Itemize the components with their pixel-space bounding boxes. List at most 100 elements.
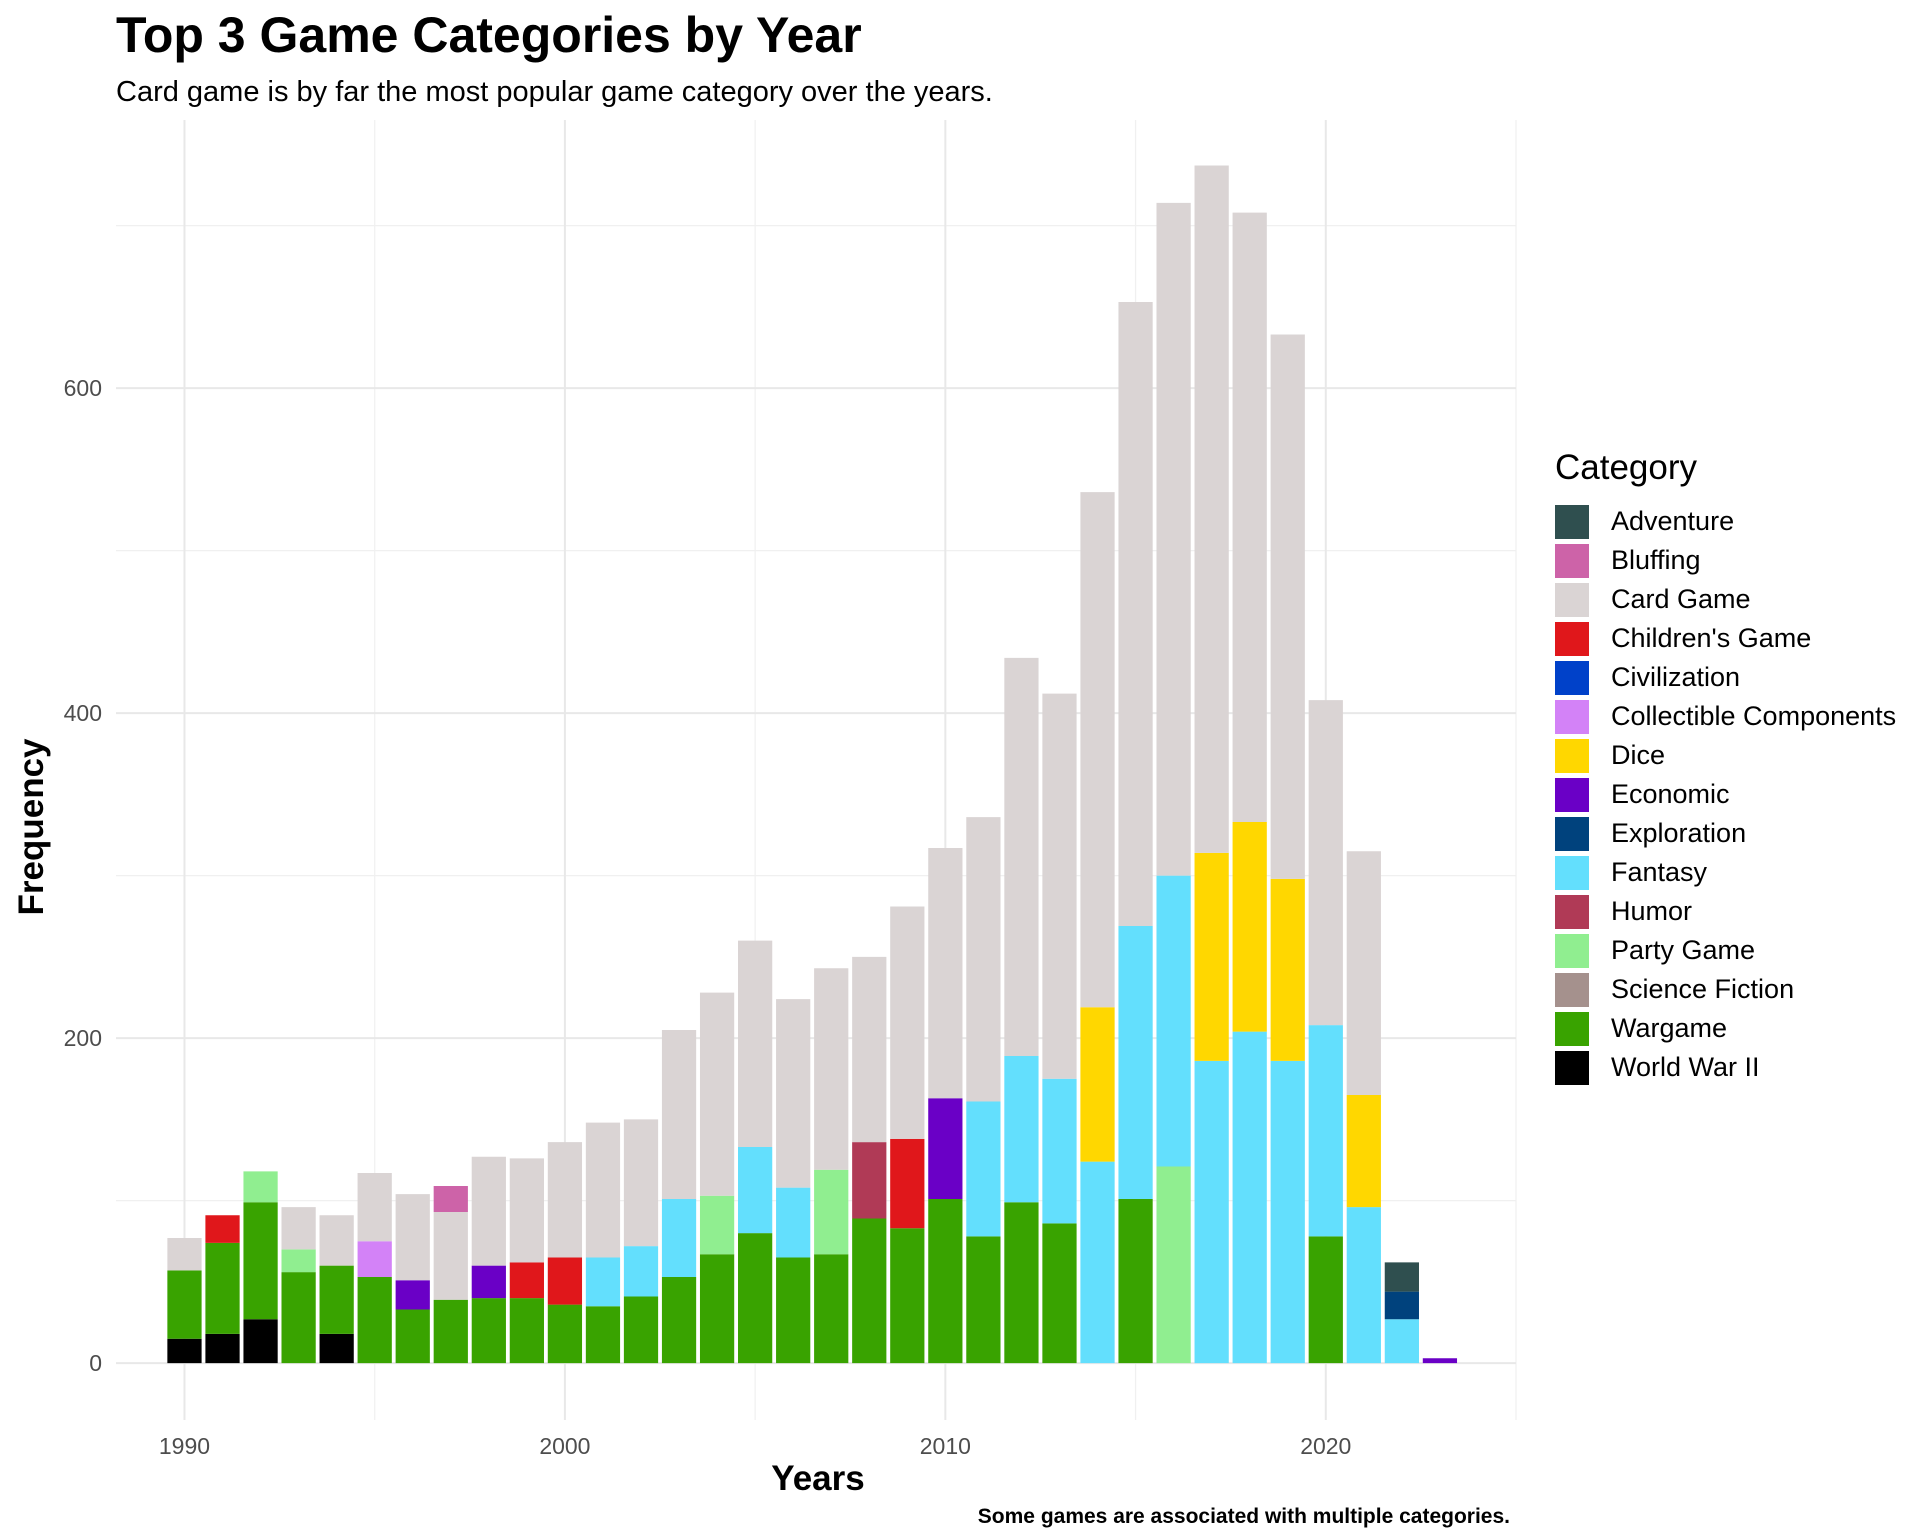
bar-2003 — [661, 1030, 697, 1364]
bar-segment-2010-economic — [928, 1098, 963, 1199]
legend-swatch — [1555, 582, 1589, 617]
legend-label: Adventure — [1611, 506, 1735, 536]
legend-item: Adventure — [1555, 502, 1896, 541]
bar-segment-2013-wargame — [1042, 1223, 1077, 1364]
bar-segment-2012-card-game — [1004, 657, 1039, 1056]
bar-segment-2017-dice — [1194, 852, 1229, 1061]
bar-1995 — [357, 1173, 392, 1364]
legend-swatch — [1555, 543, 1589, 578]
bar-1992 — [243, 1171, 278, 1364]
legend-label: Humor — [1611, 896, 1693, 926]
bar-segment-1994-world-war-ii — [319, 1333, 354, 1364]
legend-swatch — [1555, 699, 1589, 734]
bar-1993 — [281, 1207, 316, 1364]
y-tick-label: 400 — [64, 700, 102, 726]
bar-1998 — [471, 1156, 506, 1364]
bar-segment-2019-card-game — [1270, 334, 1305, 879]
bar-segment-2012-fantasy — [1004, 1056, 1039, 1203]
bar-segment-2003-card-game — [661, 1030, 697, 1199]
bar-2012 — [1004, 657, 1039, 1364]
bar-segment-1996-card-game — [395, 1194, 430, 1281]
bar-2017 — [1194, 165, 1229, 1364]
bar-2022 — [1384, 1262, 1419, 1364]
bar-segment-2014-dice — [1080, 1007, 1115, 1162]
bar-segment-2007-wargame — [814, 1254, 849, 1364]
legend-label: Collectible Components — [1611, 701, 1897, 731]
bar-2015 — [1118, 302, 1153, 1364]
bar-segment-2000-wargame — [547, 1304, 583, 1364]
bar-segment-2007-party-game — [814, 1169, 849, 1255]
bar-segment-1992-party-game — [243, 1171, 278, 1203]
bar-segment-2022-exploration — [1384, 1291, 1419, 1320]
bar-segment-2009-wargame — [890, 1228, 925, 1364]
bar-segment-1994-card-game — [319, 1215, 354, 1266]
legend-swatch — [1555, 777, 1589, 812]
legend-swatch — [1555, 738, 1589, 773]
bar-segment-2011-wargame — [966, 1236, 1001, 1364]
legend-label: World War II — [1611, 1052, 1760, 1082]
bar-segment-2010-card-game — [928, 848, 963, 1099]
bar-segment-2002-card-game — [623, 1119, 659, 1247]
chart-subtitle: Card game is by far the most popular gam… — [116, 76, 993, 108]
legend-label: Bluffing — [1611, 545, 1701, 575]
legend-label: Dice — [1611, 740, 1666, 770]
legend-swatch — [1555, 972, 1589, 1007]
bar-2013 — [1042, 693, 1077, 1364]
bar-2000 — [547, 1142, 583, 1364]
bar-segment-2020-card-game — [1308, 700, 1343, 1026]
bar-segment-2003-wargame — [661, 1277, 697, 1364]
bar-segment-2004-card-game — [699, 992, 735, 1196]
bar-segment-2021-card-game — [1346, 851, 1381, 1095]
legend-swatch — [1555, 816, 1589, 851]
bar-2019 — [1270, 334, 1305, 1364]
bar-segment-2006-wargame — [776, 1257, 811, 1364]
bar-segment-2018-card-game — [1232, 212, 1267, 822]
y-tick-label: 600 — [64, 375, 102, 401]
bar-2021 — [1346, 851, 1381, 1364]
legend-item: Science Fiction — [1555, 970, 1896, 1009]
bars — [167, 165, 1458, 1364]
legend-label: Science Fiction — [1611, 974, 1795, 1004]
bar-segment-2003-fantasy — [661, 1199, 697, 1277]
legend-swatch — [1555, 855, 1589, 890]
legend-item: Civilization — [1555, 658, 1896, 697]
bar-segment-1990-world-war-ii — [167, 1338, 202, 1364]
bar-2016 — [1156, 202, 1191, 1364]
legend-item: Bluffing — [1555, 541, 1896, 580]
legend-item: Dice — [1555, 736, 1896, 775]
bar-segment-1993-card-game — [281, 1207, 316, 1250]
bar-segment-1991-wargame — [205, 1242, 240, 1334]
legend-item: Party Game — [1555, 931, 1896, 970]
legend-label: Civilization — [1611, 662, 1741, 692]
bar-2020 — [1308, 700, 1343, 1364]
legend-label: Card Game — [1611, 584, 1751, 614]
bar-segment-2002-fantasy — [623, 1246, 659, 1297]
bar-segment-1997-card-game — [433, 1212, 468, 1300]
bar-2018 — [1232, 212, 1267, 1364]
bar-segment-2008-card-game — [852, 956, 887, 1143]
bar-segment-2007-card-game — [814, 968, 849, 1170]
bar-2008 — [852, 956, 887, 1364]
bar-segment-2001-fantasy — [585, 1257, 621, 1307]
tick-labels: 1990 2000 2010 2020 0 200 400 600 — [64, 375, 1352, 1459]
legend-swatch — [1555, 1050, 1589, 1085]
bar-segment-1999-card-game — [509, 1158, 544, 1263]
bar-segment-2005-card-game — [738, 940, 773, 1147]
bar-2007 — [814, 968, 849, 1364]
bar-segment-1991-children-s-game — [205, 1215, 240, 1243]
bar-segment-2019-fantasy — [1270, 1060, 1305, 1364]
chart-caption: Some games are associated with multiple … — [977, 1505, 1510, 1528]
legend-label: Economic — [1611, 779, 1730, 809]
bar-segment-2008-wargame — [852, 1218, 887, 1364]
y-tick-label: 200 — [64, 1025, 102, 1051]
bar-segment-2012-wargame — [1004, 1202, 1039, 1364]
bar-segment-2021-dice — [1346, 1095, 1381, 1208]
x-tick-label: 2010 — [920, 1433, 971, 1459]
bar-segment-2017-fantasy — [1194, 1060, 1229, 1364]
legend-item: Card Game — [1555, 580, 1896, 619]
legend-items: Adventure Bluffing Card Game Children's Gam… — [1555, 502, 1896, 1087]
bar-segment-2022-fantasy — [1384, 1319, 1419, 1364]
bar-segment-2006-card-game — [776, 999, 811, 1188]
legend-item: Economic — [1555, 775, 1896, 814]
bar-segment-2016-party-game — [1156, 1166, 1191, 1364]
